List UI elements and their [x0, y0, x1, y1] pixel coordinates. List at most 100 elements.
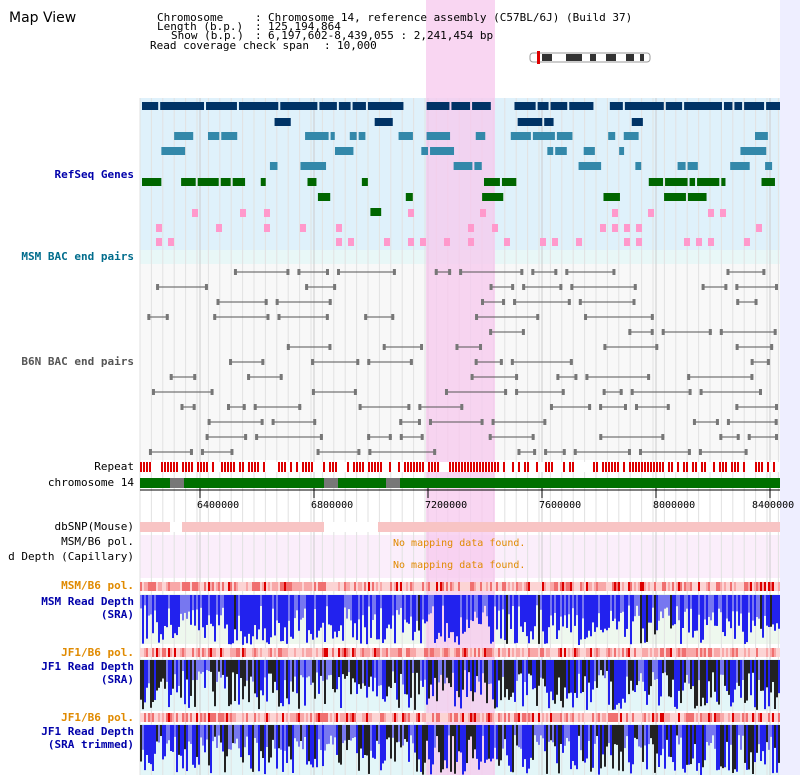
read-depth-bar: [506, 595, 508, 644]
bac-pair-end: [650, 314, 654, 320]
read-depth-bar: [594, 725, 596, 744]
repeat-element: [458, 462, 460, 472]
read-depth-bar: [764, 660, 766, 710]
repeat-element: [305, 462, 307, 472]
polymorphism-density: [682, 713, 684, 722]
polymorphism-density: [398, 582, 400, 591]
track-label-msm-pol-2[interactable]: MSM/B6 pol.: [61, 579, 134, 592]
bac-pair-end: [736, 299, 740, 305]
polymorphism-density: [778, 648, 780, 657]
read-depth-bar: [172, 660, 174, 689]
read-depth-bar: [280, 660, 282, 704]
read-depth-bar: [476, 725, 478, 759]
ideogram-band: [606, 54, 616, 61]
read-depth-bar: [406, 725, 408, 742]
track-label-msm-read-depth[interactable]: MSM Read Depth: [41, 595, 134, 608]
track-label-jf1-read-depth[interactable]: JF1 Read Depth: [41, 660, 134, 673]
read-depth-bar: [604, 660, 606, 679]
read-depth-bar: [764, 725, 766, 765]
read-depth-bar: [660, 660, 662, 697]
repeat-element: [545, 462, 547, 472]
read-depth-bar: [642, 595, 644, 629]
polymorphism-density: [382, 582, 384, 591]
polymorphism-density: [586, 648, 588, 657]
read-depth-bar: [214, 725, 216, 737]
track-label-jf1-read-depth-trimmed[interactable]: JF1 Read Depth: [41, 725, 134, 738]
read-depth-bar: [480, 725, 482, 762]
polymorphism-density: [638, 713, 640, 722]
polymorphism-density: [690, 648, 692, 657]
read-depth-bar: [704, 660, 706, 706]
track-label-refseq[interactable]: RefSeq Genes: [54, 168, 134, 181]
polymorphism-density: [524, 648, 526, 657]
read-depth-bar: [390, 595, 392, 629]
polymorphism-density: [242, 648, 244, 657]
polymorphism-density: [480, 582, 482, 591]
gene-feature: [550, 102, 568, 110]
read-depth-bar: [440, 725, 442, 773]
polymorphism-density: [700, 582, 702, 591]
read-depth-bar: [636, 660, 638, 686]
bac-pair-end: [210, 389, 214, 395]
read-depth-bar: [734, 595, 736, 639]
read-depth-bar: [556, 595, 558, 639]
polymorphism-density: [370, 713, 372, 722]
polymorphism-density: [468, 648, 470, 657]
polymorphism-density: [360, 582, 362, 591]
read-depth-bar: [644, 725, 646, 746]
polymorphism-density: [262, 713, 264, 722]
polymorphism-density: [268, 648, 270, 657]
gene-feature: [556, 132, 573, 140]
polymorphism-density: [396, 713, 398, 722]
bac-pair-end: [561, 389, 565, 395]
read-depth-bar: [290, 595, 292, 637]
polymorphism-density: [582, 713, 584, 722]
read-depth-bar: [696, 725, 698, 771]
repeat-element: [302, 462, 304, 472]
read-depth-bar: [522, 660, 524, 707]
read-depth-bar: [164, 595, 166, 626]
read-depth-bar: [540, 660, 542, 678]
polymorphism-density: [776, 648, 778, 657]
polymorphism-density: [322, 648, 324, 657]
polymorphism-density: [676, 648, 678, 657]
track-label-msm-pol-1[interactable]: MSM/B6 pol.: [61, 535, 134, 548]
read-depth-bar: [230, 725, 232, 750]
repeat-element: [230, 462, 232, 472]
read-depth-bar: [704, 725, 706, 761]
polymorphism-density: [180, 648, 182, 657]
polymorphism-density: [248, 582, 250, 591]
track-label-jf1-pol-1[interactable]: JF1/B6 pol.: [61, 646, 134, 659]
polymorphism-density: [374, 582, 376, 591]
polymorphism-density: [694, 648, 696, 657]
read-depth-bar: [376, 595, 378, 640]
polymorphism-density: [346, 582, 348, 591]
read-depth-bar: [712, 725, 714, 736]
track-label-read-depth-capillary[interactable]: d Depth (Capillary): [8, 550, 134, 563]
read-depth-bar: [408, 725, 410, 762]
read-depth-bar: [676, 595, 678, 607]
chromosome-bar: [140, 478, 780, 488]
track-label-msm-bac[interactable]: MSM BAC end pairs: [21, 250, 134, 263]
track-label-dbsnp[interactable]: dbSNP(Mouse): [54, 520, 134, 533]
polymorphism-density: [176, 713, 178, 722]
track-label-b6n-bac[interactable]: B6N BAC end pairs: [21, 355, 134, 368]
polymorphism-density: [636, 713, 638, 722]
read-depth-bar: [166, 595, 168, 628]
read-depth-bar: [394, 725, 396, 762]
track-label-repeat[interactable]: Repeat: [94, 460, 134, 473]
read-depth-bar: [396, 660, 398, 700]
read-depth-bar: [742, 725, 744, 736]
polymorphism-density: [566, 713, 568, 722]
track-label-chromosome[interactable]: chromosome 14: [47, 476, 134, 489]
read-depth-bar: [158, 660, 160, 688]
read-depth-bar: [308, 595, 310, 631]
bac-pair-end: [627, 449, 631, 455]
read-depth-bar: [738, 595, 740, 626]
track-label-jf1-pol-2[interactable]: JF1/B6 pol.: [61, 711, 134, 724]
read-depth-bar: [738, 660, 740, 686]
bac-pair-end: [479, 344, 483, 350]
bac-end-pair: [468, 224, 474, 232]
polymorphism-density: [522, 648, 524, 657]
